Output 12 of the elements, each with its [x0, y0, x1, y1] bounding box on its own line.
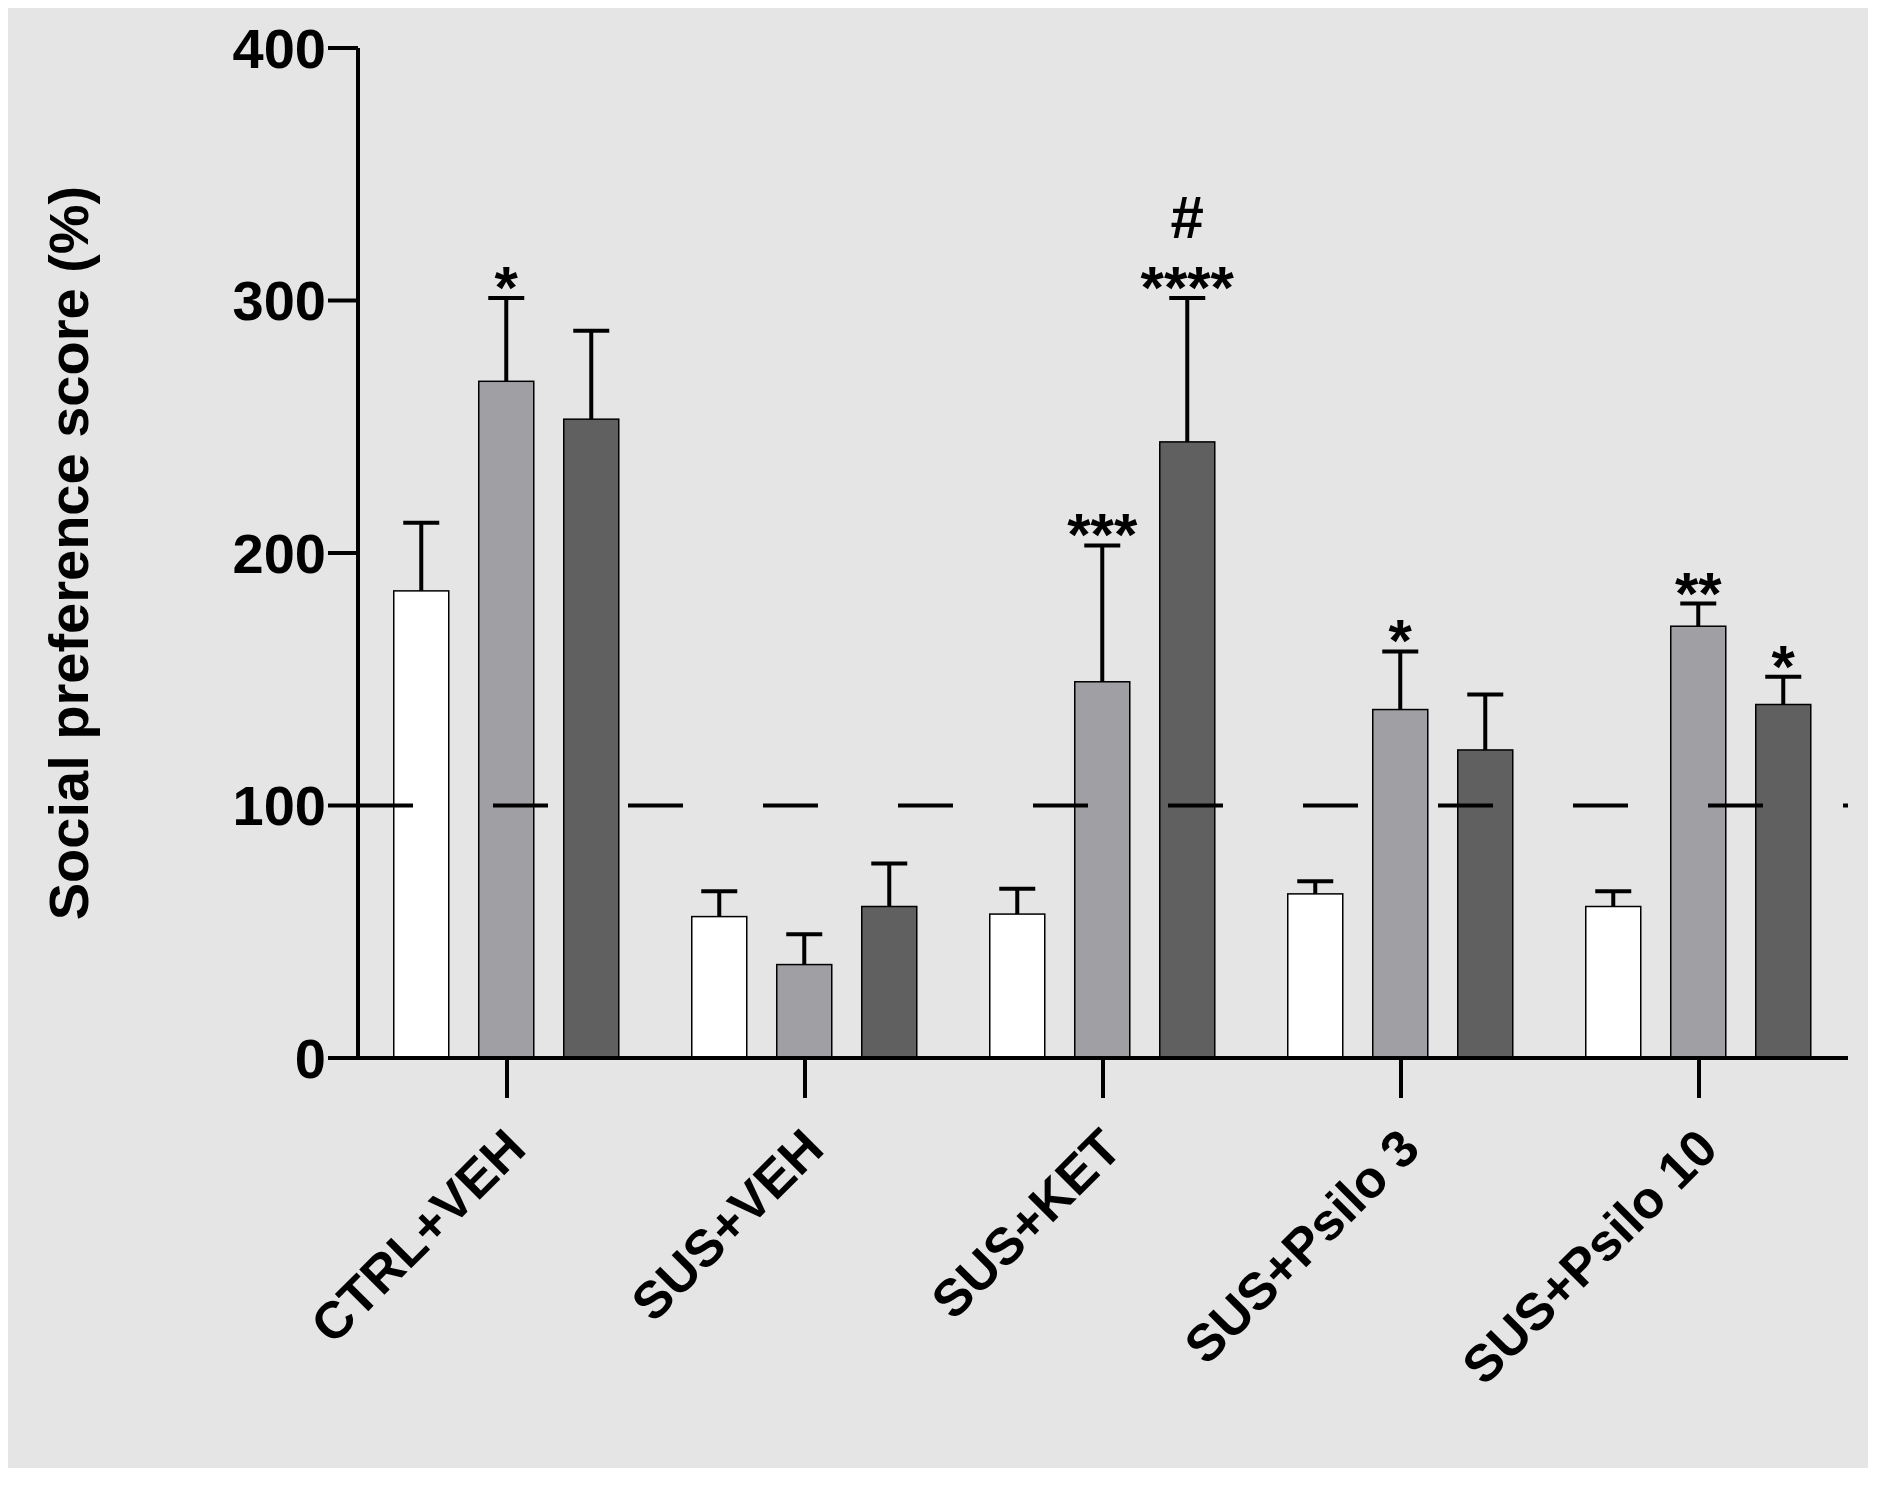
y-tick-label: 100 [232, 774, 326, 838]
y-tick-label: 400 [232, 16, 326, 80]
y-tick-label: 300 [232, 269, 326, 333]
y-tick-label: 0 [294, 1026, 326, 1090]
data-label: * [1771, 632, 1796, 700]
data-label: * [494, 253, 519, 321]
y-tick-label: 200 [232, 521, 326, 585]
data-label: # **** [1140, 183, 1235, 321]
data-label: ** [1674, 559, 1723, 627]
data-label: * [1388, 607, 1413, 675]
y-axis-title: Social preference score (%) [36, 185, 100, 921]
data-label: *** [1067, 501, 1138, 569]
